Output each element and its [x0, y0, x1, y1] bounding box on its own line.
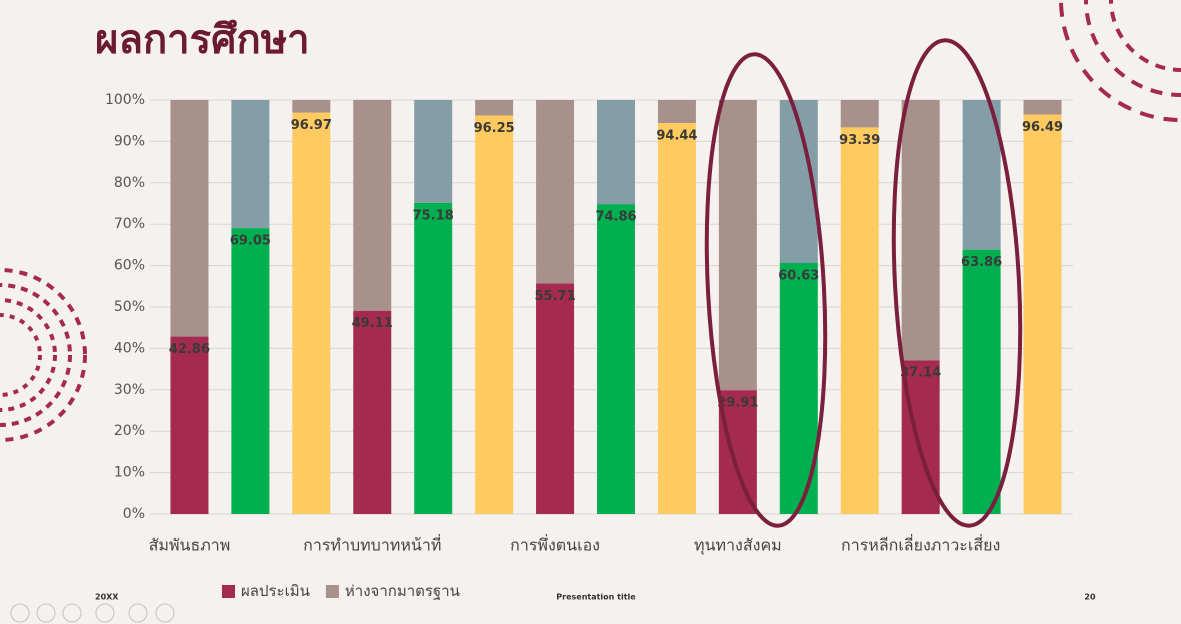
bar-segment — [170, 100, 208, 337]
bar-segment — [170, 337, 208, 514]
data-label: 96.97 — [291, 118, 332, 133]
bar-segment — [841, 127, 879, 514]
bar-segment — [597, 204, 635, 514]
slide: ผลการศึกษา 0% 10% 20% 30% 40% 50% 60% 70% 80% 90%… — [0, 0, 1181, 624]
bar-segment — [597, 100, 635, 204]
y-tick-label: 0% — [123, 506, 145, 522]
data-label: 63.86 — [961, 255, 1002, 270]
bar-segment — [1024, 115, 1062, 514]
y-tick-label: 50% — [114, 299, 145, 315]
bar-segment — [658, 100, 696, 123]
data-label: 74.86 — [595, 210, 636, 225]
slide-title: ผลการศึกษา — [95, 17, 310, 63]
y-tick-label: 40% — [114, 340, 145, 356]
footer-center: Presentation title — [556, 593, 636, 602]
bar-segment — [1024, 100, 1062, 115]
y-tick-label: 20% — [114, 423, 145, 439]
bar-segment — [292, 113, 330, 514]
bar-segment — [719, 100, 757, 390]
legend-label: ห่างจากมาตรฐาน — [345, 582, 460, 600]
bar-segment — [658, 123, 696, 514]
bar-segment — [231, 100, 269, 228]
data-label: 69.05 — [230, 234, 271, 249]
data-label: 75.18 — [413, 208, 454, 223]
data-label: 60.63 — [778, 268, 819, 283]
x-tick-label: สัมพันธภาพ — [149, 536, 231, 555]
bar-segment — [353, 311, 391, 514]
bar-segment — [902, 100, 940, 360]
x-tick-label: การทำบทบาทหน้าที่ — [303, 534, 441, 555]
data-label: 96.25 — [474, 121, 515, 136]
data-label: 55.71 — [535, 289, 576, 304]
bar-segment — [414, 203, 452, 514]
legend-swatch — [222, 585, 235, 598]
data-label: 96.49 — [1022, 120, 1063, 135]
data-label: 93.39 — [839, 133, 880, 148]
y-tick-label: 60% — [114, 258, 145, 274]
page-number: 20 — [1084, 593, 1096, 602]
y-tick-label: 80% — [114, 175, 145, 191]
bar-segment — [963, 250, 1001, 514]
bar-segment — [231, 228, 269, 514]
y-tick-label: 70% — [114, 216, 145, 232]
bar-segment — [536, 283, 574, 514]
bar-segment — [841, 100, 879, 127]
x-tick-label: การพึ่งตนเอง — [510, 534, 600, 555]
data-label: 42.86 — [169, 342, 210, 357]
footer-left: 20XX — [95, 593, 119, 602]
bar-segment — [475, 100, 513, 116]
bar-segment — [475, 116, 513, 514]
data-label: 94.44 — [656, 129, 697, 144]
data-label: 49.11 — [352, 316, 393, 331]
bar-segment — [353, 100, 391, 311]
x-tick-label: ทุนทางสังคม — [694, 536, 782, 556]
x-tick-label: การหลีกเลี่ยงภาวะเสี่ยง — [841, 534, 1000, 555]
y-tick-label: 30% — [114, 382, 145, 398]
y-tick-label: 90% — [114, 133, 145, 149]
legend-label: ผลประเมิน — [241, 582, 310, 600]
bar-segment — [292, 100, 330, 113]
legend-swatch — [326, 585, 339, 598]
y-tick-label: 100% — [105, 92, 145, 108]
y-tick-label: 10% — [114, 465, 145, 481]
bar-segment — [536, 100, 574, 283]
bar-segment — [414, 100, 452, 203]
